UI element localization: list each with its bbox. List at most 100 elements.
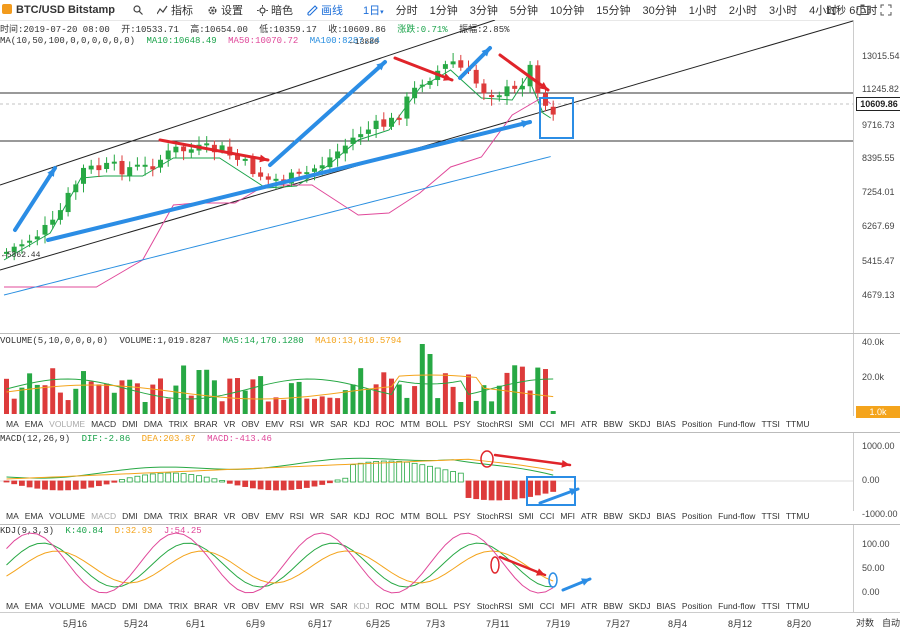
macd-chart[interactable]	[0, 433, 853, 511]
indicator-tab-bbw[interactable]: BBW	[603, 601, 623, 611]
indicator-tab-volume[interactable]: VOLUME	[49, 419, 86, 429]
indicator-tab-emv[interactable]: EMV	[265, 419, 284, 429]
indicator-tab-mfi[interactable]: MFI	[560, 511, 575, 521]
indicator-tab-dmi[interactable]: DMI	[122, 511, 138, 521]
indicator-tab-ttsi[interactable]: TTSI	[761, 601, 780, 611]
indicator-tab-atr[interactable]: ATR	[581, 419, 598, 429]
indicator-tab-stochrsi[interactable]: StochRSI	[476, 511, 513, 521]
interval-9[interactable]: 3小时	[769, 5, 798, 17]
indicator-tab-ma[interactable]: MA	[6, 601, 19, 611]
interval-selected[interactable]: 1日▾	[363, 2, 384, 18]
dark-mode-button[interactable]: 暗色	[257, 2, 293, 18]
indicator-tab-trix[interactable]: TRIX	[168, 511, 188, 521]
indicator-tab-boll[interactable]: BOLL	[425, 511, 448, 521]
indicator-tab-trix[interactable]: TRIX	[168, 419, 188, 429]
indicator-tab-rsi[interactable]: RSI	[289, 601, 304, 611]
interval-3[interactable]: 5分钟	[509, 5, 539, 17]
interval-2[interactable]: 3分钟	[469, 5, 498, 17]
log-scale-toggle[interactable]: 对数	[855, 618, 874, 628]
interval-4[interactable]: 10分钟	[550, 5, 585, 17]
indicator-tab-ema[interactable]: EMA	[24, 511, 44, 521]
indicator-tab-sar[interactable]: SAR	[330, 511, 348, 521]
indicator-tab-mtm[interactable]: MTM	[400, 419, 420, 429]
interval-10[interactable]: 4小时	[809, 5, 838, 17]
indicator-tab-obv[interactable]: OBV	[241, 601, 260, 611]
indicator-tab-brar[interactable]: BRAR	[193, 419, 218, 429]
indicator-tab-roc[interactable]: ROC	[375, 511, 395, 521]
indicator-tab-rsi[interactable]: RSI	[289, 419, 304, 429]
indicator-tab-roc[interactable]: ROC	[375, 419, 395, 429]
indicator-tab-atr[interactable]: ATR	[581, 511, 598, 521]
indicator-tab-wr[interactable]: WR	[309, 601, 325, 611]
indicator-tab-rsi[interactable]: RSI	[289, 511, 304, 521]
indicator-tab-macd[interactable]: MACD	[91, 601, 117, 611]
settings-button[interactable]: 设置	[207, 2, 243, 18]
indicator-tab-atr[interactable]: ATR	[581, 601, 598, 611]
indicator-tab-dma[interactable]: DMA	[143, 601, 163, 611]
indicator-tab-mfi[interactable]: MFI	[560, 419, 575, 429]
indicator-tab-obv[interactable]: OBV	[241, 511, 260, 521]
camera-icon[interactable]	[856, 4, 870, 15]
indicator-tab-position[interactable]: Position	[681, 601, 713, 611]
indicator-tab-sar[interactable]: SAR	[330, 601, 348, 611]
price-chart[interactable]: ←13880 ←5862.44	[0, 20, 853, 333]
indicator-tab-dmi[interactable]: DMI	[122, 419, 138, 429]
indicator-tab-bbw[interactable]: BBW	[603, 419, 623, 429]
indicator-tab-kdj[interactable]: KDJ	[353, 419, 370, 429]
indicator-tab-ttsi[interactable]: TTSI	[761, 511, 780, 521]
indicator-tab-dma[interactable]: DMA	[143, 511, 163, 521]
indicator-tab-skdj[interactable]: SKDJ	[628, 419, 651, 429]
indicator-tab-smi[interactable]: SMI	[518, 601, 534, 611]
indicator-tab-mtm[interactable]: MTM	[400, 601, 420, 611]
indicator-tab-bias[interactable]: BIAS	[656, 419, 676, 429]
volume-chart[interactable]	[0, 334, 853, 416]
indicator-tab-fund-flow[interactable]: Fund-flow	[718, 601, 756, 611]
indicator-tab-stochrsi[interactable]: StochRSI	[476, 419, 513, 429]
indicator-tab-psy[interactable]: PSY	[453, 601, 471, 611]
indicator-tab-vr[interactable]: VR	[223, 511, 236, 521]
indicator-tab-bbw[interactable]: BBW	[603, 511, 623, 521]
indicator-tab-psy[interactable]: PSY	[453, 511, 471, 521]
draw-button[interactable]: 画线	[307, 2, 343, 18]
indicator-tab-ttmu[interactable]: TTMU	[785, 511, 810, 521]
indicator-tab-skdj[interactable]: SKDJ	[628, 601, 651, 611]
indicator-tab-cci[interactable]: CCI	[539, 511, 555, 521]
indicator-tab-brar[interactable]: BRAR	[193, 511, 218, 521]
interval-6[interactable]: 30分钟	[642, 5, 677, 17]
indicator-tab-sar[interactable]: SAR	[330, 419, 348, 429]
indicator-tab-position[interactable]: Position	[681, 511, 713, 521]
indicator-tab-volume[interactable]: VOLUME	[49, 601, 86, 611]
interval-11[interactable]: 6小时	[849, 5, 878, 17]
interval-1[interactable]: 1分钟	[429, 5, 458, 17]
indicator-tab-kdj[interactable]: KDJ	[353, 511, 370, 521]
indicators-button[interactable]: 指标	[157, 2, 193, 18]
indicator-tab-macd[interactable]: MACD	[91, 511, 117, 521]
indicator-tab-vr[interactable]: VR	[223, 419, 236, 429]
indicator-tab-mtm[interactable]: MTM	[400, 511, 420, 521]
indicator-tab-fund-flow[interactable]: Fund-flow	[718, 419, 756, 429]
interval-5[interactable]: 15分钟	[596, 5, 631, 17]
symbol-title[interactable]: BTC/USD Bitstamp	[16, 4, 116, 16]
search-button[interactable]	[133, 5, 143, 15]
indicator-tab-position[interactable]: Position	[681, 419, 713, 429]
interval-7[interactable]: 1小时	[688, 5, 717, 17]
indicator-tab-ma[interactable]: MA	[6, 419, 19, 429]
indicator-tab-emv[interactable]: EMV	[265, 511, 284, 521]
indicator-tab-macd[interactable]: MACD	[91, 419, 117, 429]
interval-8[interactable]: 2小时	[728, 5, 758, 17]
indicator-tab-bias[interactable]: BIAS	[656, 601, 676, 611]
indicator-tab-ma[interactable]: MA	[6, 511, 19, 521]
kdj-chart[interactable]	[0, 525, 853, 601]
indicator-tab-ttmu[interactable]: TTMU	[785, 419, 810, 429]
indicator-tab-wr[interactable]: WR	[309, 511, 325, 521]
indicator-tab-brar[interactable]: BRAR	[193, 601, 218, 611]
indicator-tab-roc[interactable]: ROC	[375, 601, 395, 611]
indicator-tab-ttmu[interactable]: TTMU	[785, 601, 810, 611]
indicator-tab-fund-flow[interactable]: Fund-flow	[718, 511, 756, 521]
indicator-tab-cci[interactable]: CCI	[539, 419, 555, 429]
indicator-tab-psy[interactable]: PSY	[453, 419, 471, 429]
indicator-tab-wr[interactable]: WR	[309, 419, 325, 429]
indicator-tab-obv[interactable]: OBV	[241, 419, 260, 429]
indicator-tab-vr[interactable]: VR	[223, 601, 236, 611]
indicator-tab-smi[interactable]: SMI	[518, 419, 534, 429]
